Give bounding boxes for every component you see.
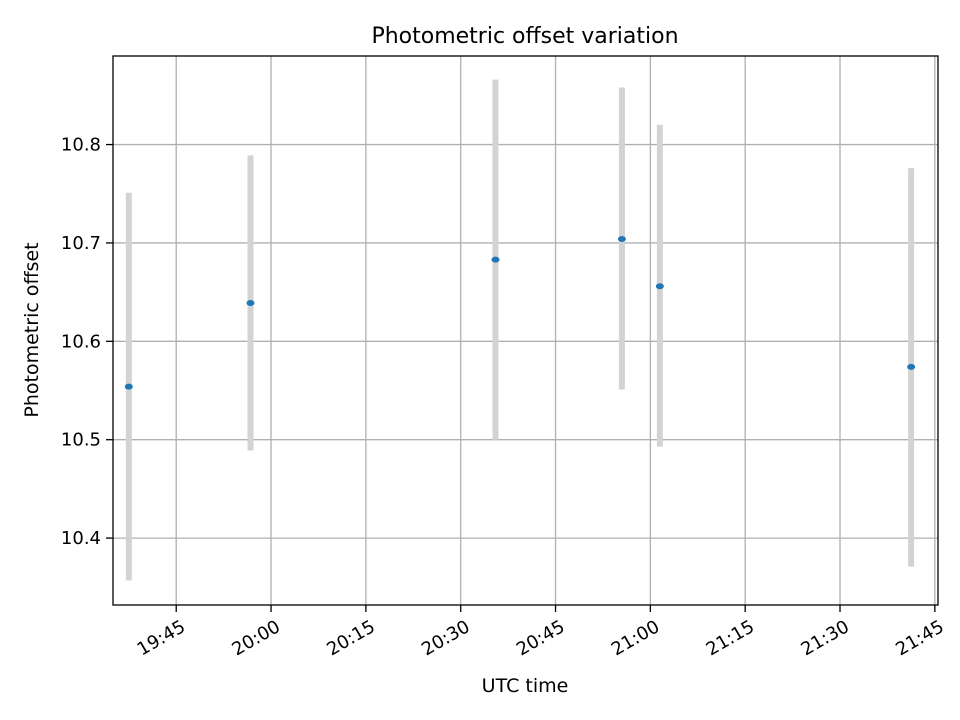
data-point — [907, 363, 916, 370]
y-tick-label: 10.8 — [61, 135, 101, 156]
y-tick-label: 10.5 — [61, 430, 101, 451]
data-point — [124, 383, 133, 390]
data-point — [655, 283, 664, 290]
y-tick-label: 10.7 — [61, 233, 101, 254]
y-tick-label: 10.4 — [61, 528, 101, 549]
chart-title: Photometric offset variation — [371, 24, 678, 49]
plot-frame — [112, 55, 939, 606]
y-axis-label: Photometric offset — [21, 242, 43, 417]
data-point — [491, 256, 500, 263]
data-points — [124, 236, 916, 390]
y-tick-label: 10.6 — [61, 331, 101, 352]
x-axis-label: UTC time — [482, 675, 569, 697]
y-axis-ticks: 10.4 10.5 10.6 10.7 10.8 — [61, 135, 113, 549]
data-point — [617, 236, 626, 242]
data-point — [246, 299, 255, 306]
